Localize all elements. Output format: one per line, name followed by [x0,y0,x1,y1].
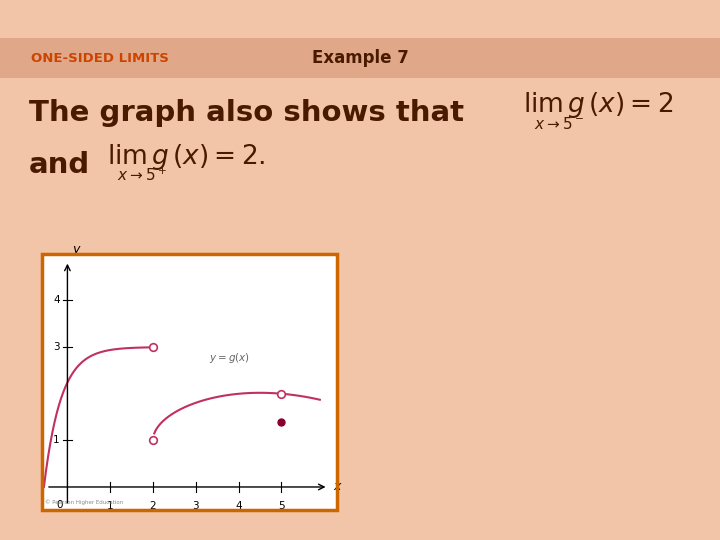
Text: and: and [29,151,90,179]
Text: 3: 3 [192,501,199,511]
Text: Example 7: Example 7 [312,49,408,68]
Text: The graph also shows that: The graph also shows that [29,99,464,127]
Text: 1: 1 [53,435,60,445]
Text: 1: 1 [107,501,114,511]
Text: 4: 4 [53,295,60,306]
Text: $x$: $x$ [333,481,343,494]
Text: ONE-SIDED LIMITS: ONE-SIDED LIMITS [31,52,168,65]
Text: $y=g(x)$: $y=g(x)$ [209,351,250,365]
Text: © Pearson Higher Education: © Pearson Higher Education [45,500,123,505]
Text: $y$: $y$ [72,245,81,259]
Text: 4: 4 [235,501,242,511]
Text: $x{\to}5^+$: $x{\to}5^+$ [117,166,166,184]
Text: 0: 0 [56,500,63,510]
Text: 2: 2 [150,501,156,511]
Text: 3: 3 [53,342,60,352]
Text: $\lim\,g\,(x){=}2.$: $\lim\,g\,(x){=}2.$ [107,141,265,172]
Bar [0,38,720,78]
Text: 5: 5 [278,501,284,511]
Text: $x{\to}5^-$: $x{\to}5^-$ [534,116,583,132]
Text: $\lim\,g\,(x){=}2$: $\lim\,g\,(x){=}2$ [523,90,673,120]
